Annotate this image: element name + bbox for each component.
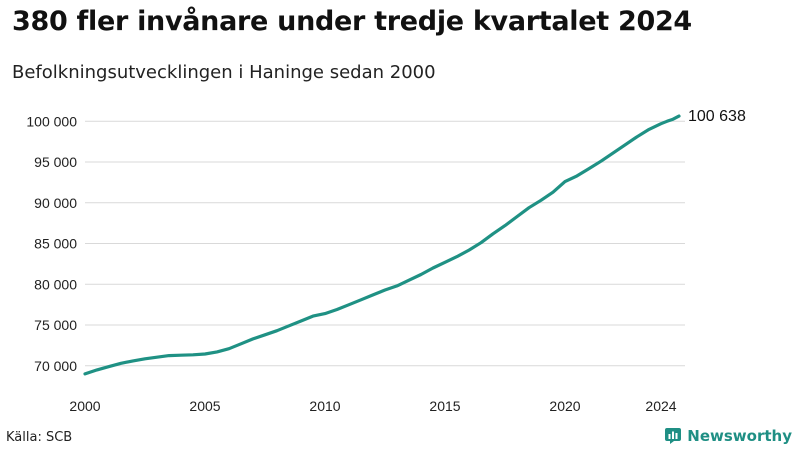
x-tick-label: 2024	[645, 398, 676, 414]
brand-name: Newsworthy	[687, 427, 792, 445]
y-tick-label: 75 000	[34, 317, 77, 333]
brand-logo: Newsworthy	[664, 426, 792, 446]
bar-chart-icon	[665, 428, 682, 444]
y-tick-label: 100 000	[26, 113, 77, 129]
last-value-label: 100 638	[688, 108, 746, 125]
chart-subtitle: Befolkningsutvecklingen i Haninge sedan …	[12, 62, 436, 83]
source-note: Källa: SCB	[6, 430, 73, 445]
x-tick-label: 2005	[189, 398, 220, 414]
y-axis-ticks: 70 000 75 000 80 000 85 000 90 000 95 000 100 …	[26, 113, 77, 373]
y-tick-label: 85 000	[34, 236, 77, 252]
y-tick-label: 70 000	[34, 358, 77, 374]
x-tick-label: 2020	[549, 398, 580, 414]
y-tick-label: 80 000	[34, 276, 77, 292]
y-tick-label: 95 000	[34, 154, 77, 170]
y-tick-label: 90 000	[34, 195, 77, 211]
x-tick-label: 2015	[429, 398, 460, 414]
population-series-line	[83, 114, 681, 376]
gridlines	[85, 120, 685, 367]
x-tick-label: 2000	[69, 398, 100, 414]
x-tick-label: 2010	[309, 398, 340, 414]
x-axis-ticks: 2000 2005 2010 2015 2020 2024	[69, 398, 676, 414]
chart-title: 380 fler invånare under tredje kvartalet…	[12, 6, 692, 37]
